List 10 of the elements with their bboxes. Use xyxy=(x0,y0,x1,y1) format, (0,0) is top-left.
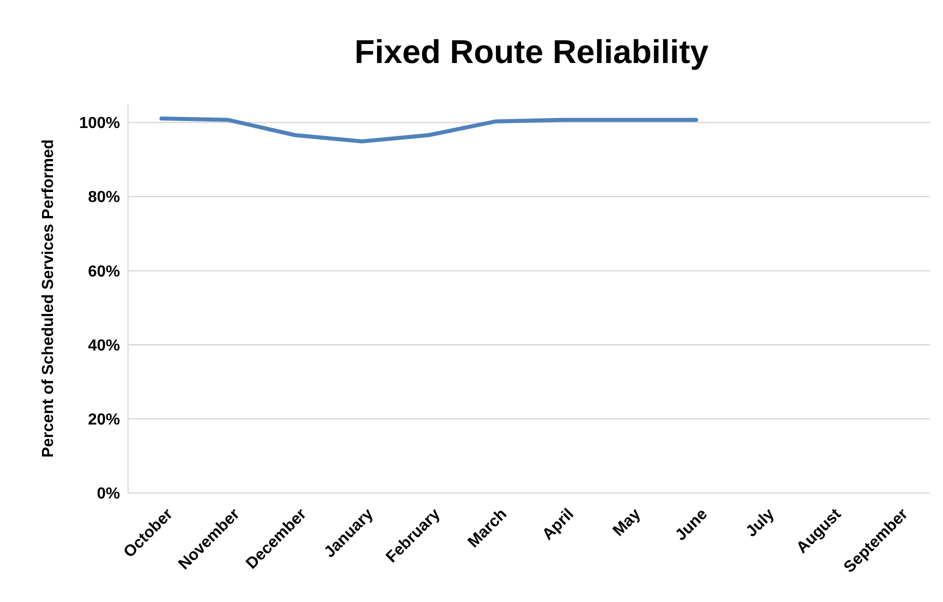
y-tick-label: 0% xyxy=(96,486,120,503)
x-tick-label: May xyxy=(610,506,644,540)
y-tick-label: 60% xyxy=(88,263,120,280)
y-axis-title: Percent of Scheduled Services Performed xyxy=(40,139,57,458)
y-tick-label: 100% xyxy=(79,115,120,132)
y-tick-label: 80% xyxy=(88,189,120,206)
line-series xyxy=(159,116,698,144)
y-tick-label: 20% xyxy=(88,412,120,429)
y-tick-label: 40% xyxy=(88,337,120,354)
chart-title: Fixed Route Reliability xyxy=(354,33,710,70)
